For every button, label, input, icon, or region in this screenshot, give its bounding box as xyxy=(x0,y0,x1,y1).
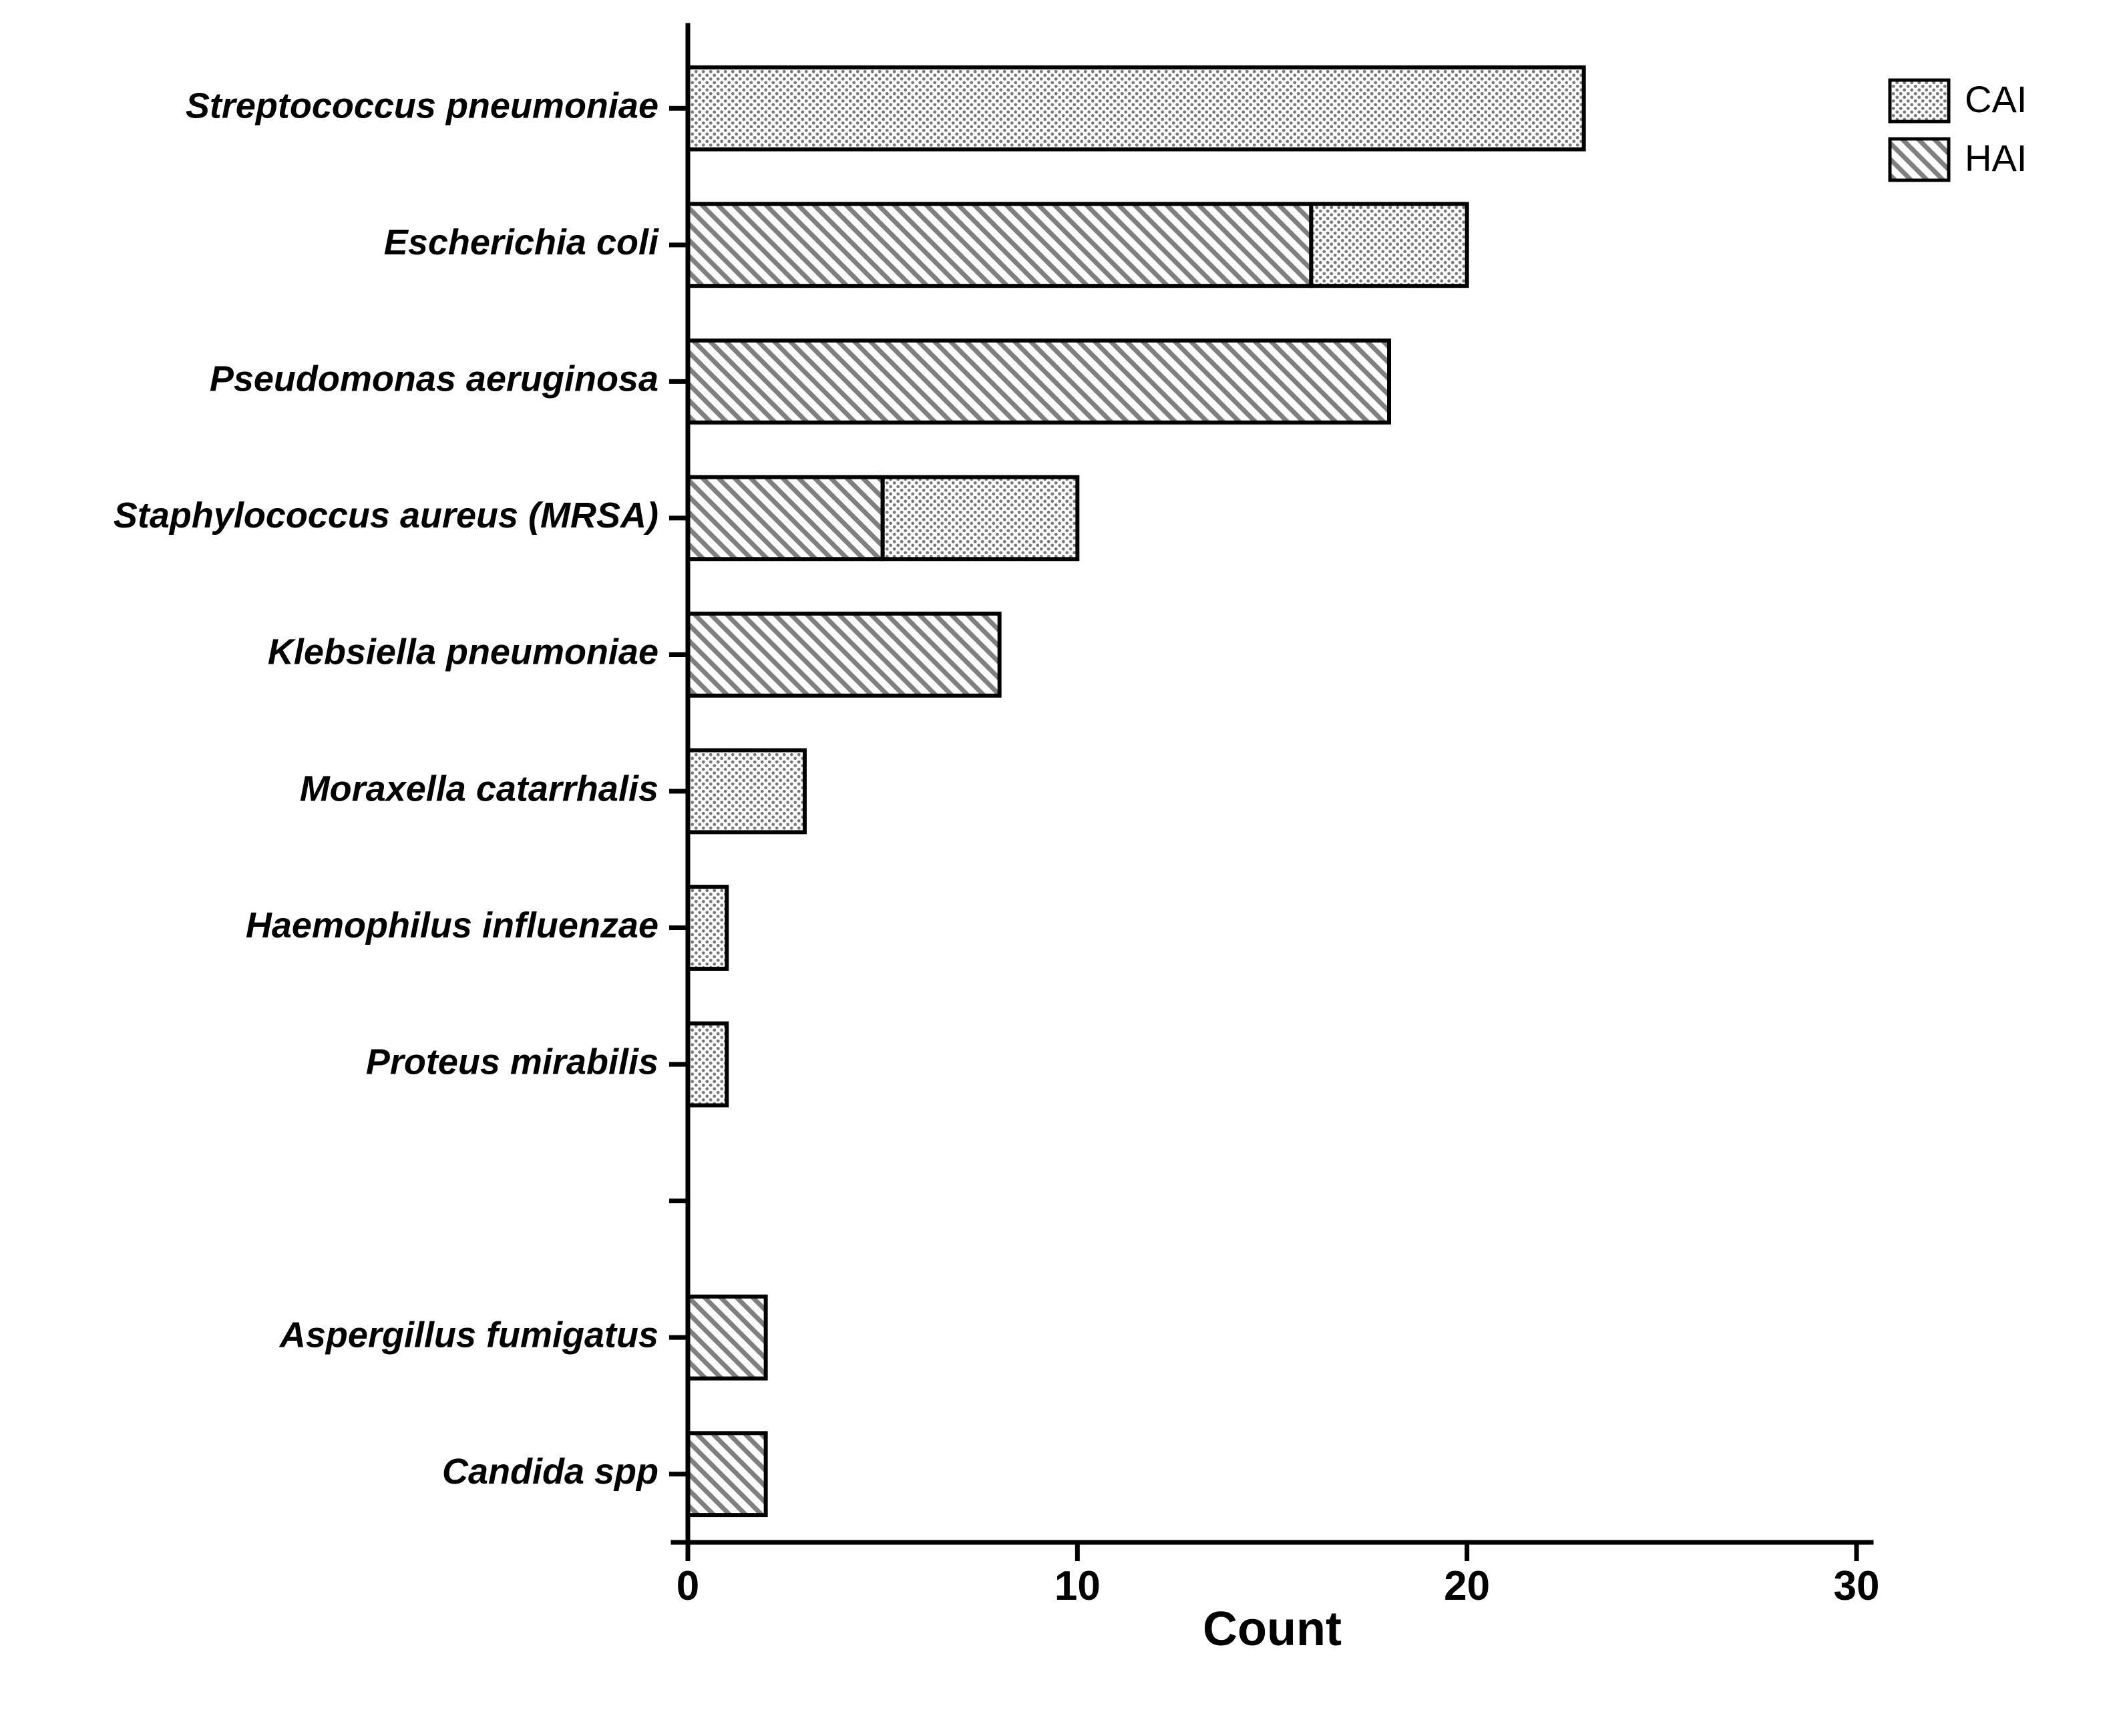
x-axis-tick-label: 0 xyxy=(677,1563,699,1609)
bar-segment xyxy=(688,1297,766,1379)
bar-segment xyxy=(688,67,1584,150)
x-axis-tick-label: 20 xyxy=(1444,1563,1490,1609)
x-axis-title: Count xyxy=(1203,1602,1342,1656)
bar-segment xyxy=(688,477,883,560)
bar-segment xyxy=(883,477,1078,560)
bar-segment xyxy=(688,1433,766,1515)
y-axis-label: Staphylococcus aureus (MRSA) xyxy=(114,495,658,535)
x-axis-tick-label: 30 xyxy=(1834,1563,1880,1609)
bar-chart: Streptococcus pneumoniae Escherichia coli… xyxy=(0,0,2125,1736)
bar-segment xyxy=(688,204,1311,286)
x-axis-tick-label: 10 xyxy=(1054,1563,1101,1609)
bar-segment xyxy=(688,750,805,833)
bar-segment xyxy=(1311,204,1467,286)
y-axis-label: Streptococcus pneumoniae xyxy=(186,86,658,126)
y-axis-label: Klebsiella pneumoniae xyxy=(268,632,658,672)
y-axis-label: Haemophilus influenzae xyxy=(246,905,658,945)
y-axis-label: Moraxella catarrhalis xyxy=(300,769,658,809)
bar-segment xyxy=(688,1024,727,1106)
y-axis-label: Proteus mirabilis xyxy=(366,1042,658,1082)
bar-segment xyxy=(688,887,727,969)
legend-swatch xyxy=(1890,139,1949,180)
y-axis-label: Candida spp xyxy=(442,1452,658,1492)
bar-segment xyxy=(688,614,1000,696)
y-axis-label: Escherichia coli xyxy=(384,222,659,262)
legend-label: HAI xyxy=(1965,137,2027,179)
y-axis-label: Aspergillus fumigatus xyxy=(278,1315,658,1355)
bar-segment xyxy=(688,341,1389,423)
legend-swatch xyxy=(1890,80,1949,122)
y-axis-label: Pseudomonas aeruginosa xyxy=(210,359,658,399)
chart-container: Streptococcus pneumoniae Escherichia coli… xyxy=(0,0,2125,1736)
legend-label: CAI xyxy=(1965,78,2027,120)
